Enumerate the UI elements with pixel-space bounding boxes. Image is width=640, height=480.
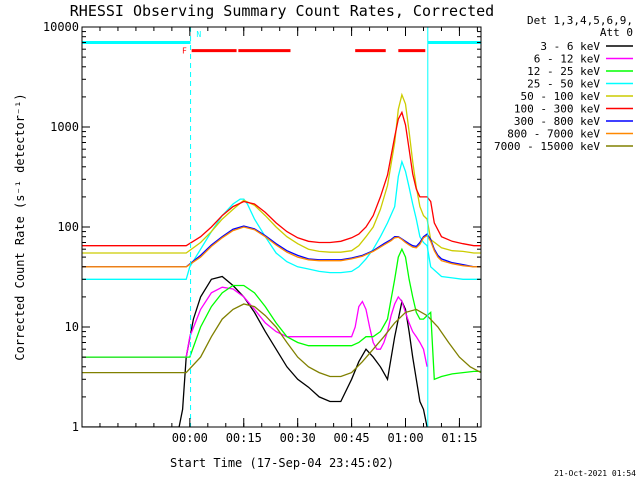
y-tick-label: 100 xyxy=(57,220,79,234)
series-line-800-7000-kev xyxy=(82,226,481,268)
series-line-12-25-kev xyxy=(82,247,481,381)
y-tick-label: 1000 xyxy=(50,120,79,134)
series-layer xyxy=(82,92,481,427)
legend-label: 6 - 12 keV xyxy=(534,53,601,66)
legend-label: 3 - 6 keV xyxy=(540,40,600,53)
annotation-label: N xyxy=(196,30,201,39)
footer-date: 21-Oct-2021 01:54 xyxy=(554,469,636,478)
legend-label: 100 - 300 keV xyxy=(514,103,600,116)
x-axis-label: Start Time (17-Sep-04 23:45:02) xyxy=(170,456,394,470)
legend-label: 12 - 25 keV xyxy=(527,65,600,78)
x-tick-label: 01:00 xyxy=(387,431,423,445)
y-axis: 1 10 100 1000 10000 xyxy=(43,20,481,434)
y-tick-label: 10000 xyxy=(43,20,79,34)
series-line-100-300-kev xyxy=(82,110,481,247)
series-line-7000-15000-kev xyxy=(82,303,481,378)
x-tick-label: 00:00 xyxy=(172,431,208,445)
x-axis: 00:00 00:15 00:30 00:45 01:00 01:15 xyxy=(81,27,478,445)
x-tick-label: 01:15 xyxy=(441,431,477,445)
series-line-50-100-kev xyxy=(82,92,481,254)
legend-header: Det 1,3,4,5,6,9, xyxy=(527,14,633,27)
series-line-25-50-kev xyxy=(82,159,481,280)
annotation-label: F xyxy=(182,47,187,56)
y-axis-label: Corrected Count Rate (s⁻¹ detector⁻¹) xyxy=(13,93,27,360)
legend-label: 7000 - 15000 keV xyxy=(494,140,600,153)
x-tick-label: 00:15 xyxy=(226,431,262,445)
y-tick-label: 10 xyxy=(65,320,79,334)
chart-title: RHESSI Observing Summary Count Rates, Co… xyxy=(70,2,494,20)
series-line-6-12-kev xyxy=(82,286,428,367)
legend-label: 800 - 7000 keV xyxy=(507,128,600,141)
legend-label: 50 - 100 keV xyxy=(521,90,601,103)
x-tick-label: 00:30 xyxy=(280,431,316,445)
x-tick-label: 00:45 xyxy=(334,431,370,445)
legend-label: 25 - 50 keV xyxy=(527,78,600,91)
y-tick-label: 1 xyxy=(72,420,79,434)
legend-header: Att 0 xyxy=(600,26,633,39)
legend-label: 300 - 800 keV xyxy=(514,115,600,128)
